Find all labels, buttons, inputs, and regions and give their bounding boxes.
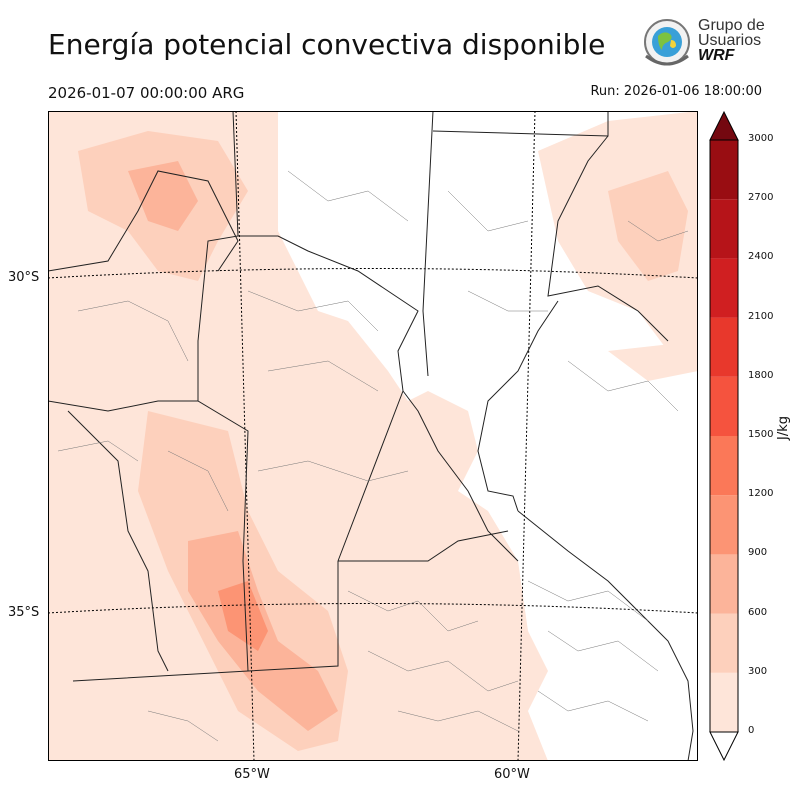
colorbar-bin — [710, 317, 738, 377]
valid-time: 2026-01-07 00:00:00 ARG — [48, 84, 245, 102]
colorbar-bin — [710, 258, 738, 318]
colorbar-units: J/kg — [776, 416, 791, 440]
colorbar-tick-label: 2700 — [748, 192, 774, 204]
lon-label-65w: 65°W — [234, 767, 270, 782]
logo-line-3: WRF — [698, 47, 735, 64]
colorbar-tick-label: 2100 — [748, 310, 774, 322]
lat-label-35s: 35°S — [8, 605, 40, 620]
colorbar-bin — [710, 436, 738, 496]
lat-label-30s: 30°S — [8, 270, 40, 285]
parallel-30s — [48, 268, 698, 279]
colorbar-tick-label: 1800 — [748, 369, 774, 381]
colorbar-bin — [710, 376, 738, 436]
province-boundaries — [48, 111, 694, 761]
globe-logo-icon — [644, 19, 690, 66]
colorbar-tick-label: 2400 — [748, 251, 774, 263]
colorbar-tick-label: 1200 — [748, 488, 774, 500]
meridian-60w — [517, 111, 536, 761]
colorbar-extend-max — [709, 110, 739, 141]
cape-map — [48, 111, 698, 761]
run-time: Run: 2026-01-06 18:00:00 — [590, 84, 762, 99]
colorbar-tick-label: 1500 — [748, 429, 774, 440]
colorbar-tick-label: 300 — [748, 665, 768, 677]
colorbar-tick-label: 600 — [748, 606, 768, 618]
colorbar-bin — [710, 199, 738, 259]
lon-label-60w: 60°W — [494, 767, 530, 782]
wrf-logo: Grupo de Usuarios WRF — [638, 16, 768, 72]
cape-field-high-1 — [128, 161, 198, 231]
colorbar-extend-min — [709, 731, 739, 762]
logo-line-2: Usuarios — [698, 32, 762, 49]
colorbar-tick-label: 3000 — [748, 133, 774, 144]
colorbar-graphic — [709, 110, 739, 762]
logo-line-1: Grupo de — [698, 17, 765, 34]
colorbar-tick-label: 0 — [748, 725, 755, 736]
colorbar-bin — [710, 140, 738, 200]
meridian-65w — [235, 111, 255, 761]
colorbar-tick-label: 900 — [748, 547, 768, 559]
department-boundaries — [57, 170, 689, 742]
colorbar-bin — [710, 495, 738, 555]
cape-field-mid-ne — [608, 171, 688, 281]
colorbar-bin — [710, 672, 738, 732]
map-title: Energía potencial convectiva disponible — [48, 28, 606, 61]
colorbar-outline — [709, 139, 739, 733]
colorbar-bin — [710, 613, 738, 673]
cape-field-east — [608, 341, 698, 381]
cape-field-peak — [218, 581, 268, 651]
colorbar — [708, 110, 740, 762]
colorbar-bin — [710, 554, 738, 614]
map-canvas — [48, 111, 698, 761]
